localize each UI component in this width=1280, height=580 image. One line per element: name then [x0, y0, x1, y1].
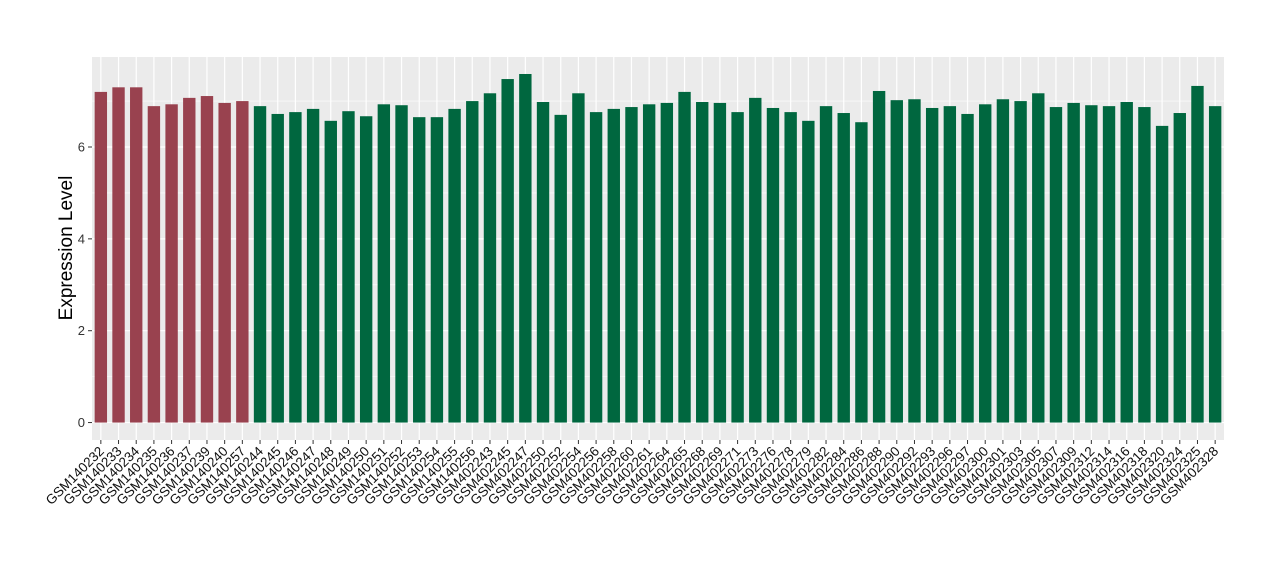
bar-GSM402279 — [802, 120, 815, 423]
bar-GSM402301 — [996, 99, 1010, 423]
bar-GSM402243 — [483, 93, 497, 423]
bar-GSM402286 — [855, 122, 868, 423]
bar-GSM140255 — [448, 108, 461, 423]
bar-GSM140252 — [395, 105, 408, 423]
bar-GSM402252 — [554, 114, 567, 423]
bar-GSM140254 — [430, 117, 444, 423]
y-tick-label: 4 — [78, 231, 85, 246]
bar-GSM402293 — [925, 107, 939, 423]
bar-GSM402307 — [1049, 107, 1063, 423]
bar-GSM402260 — [625, 107, 638, 423]
bar-GSM402320 — [1155, 125, 1169, 423]
bar-GSM402268 — [696, 102, 709, 423]
bar-GSM402261 — [642, 104, 656, 423]
bar-GSM140247 — [306, 108, 320, 423]
y-tick-label: 0 — [78, 415, 85, 430]
bar-GSM140234 — [130, 87, 143, 423]
bar-GSM402290 — [890, 100, 903, 423]
bar-GSM402250 — [536, 102, 550, 423]
bar-GSM402325 — [1191, 85, 1204, 423]
bar-GSM402316 — [1120, 102, 1133, 423]
bar-GSM402256 — [589, 112, 603, 423]
bar-GSM140256 — [466, 101, 479, 423]
bar-GSM140245 — [271, 113, 284, 423]
bar-GSM402324 — [1173, 113, 1186, 423]
bar-GSM140237 — [183, 97, 196, 423]
bar-GSM140239 — [200, 96, 214, 423]
bar-GSM402245 — [501, 79, 514, 423]
bar-GSM402264 — [660, 102, 674, 423]
bar-GSM402305 — [1032, 93, 1045, 423]
bar-GSM402254 — [572, 93, 585, 423]
bar-GSM140232 — [94, 91, 108, 423]
bar-GSM140235 — [147, 106, 161, 423]
bar-GSM402278 — [784, 112, 797, 423]
y-axis: 0 2 4 6 — [78, 140, 92, 430]
bar-GSM402288 — [872, 90, 886, 423]
bar-GSM402309 — [1067, 102, 1080, 423]
bar-GSM140250 — [359, 116, 373, 423]
bar-GSM402303 — [1014, 101, 1027, 423]
bar-GSM402273 — [749, 97, 762, 423]
bar-GSM402258 — [607, 108, 620, 423]
bar-GSM402265 — [678, 91, 691, 423]
y-tick-label: 2 — [78, 323, 85, 338]
bar-GSM402269 — [713, 102, 727, 423]
x-axis: GSM140232GSM140233GSM140234GSM140235GSM1… — [43, 440, 1221, 508]
bar-GSM140240 — [218, 102, 231, 423]
bar-GSM402297 — [961, 113, 974, 423]
bar-GSM402247 — [519, 73, 532, 423]
bar-GSM140246 — [289, 112, 302, 423]
bar-GSM140236 — [165, 104, 178, 423]
bar-GSM402271 — [731, 112, 744, 423]
bar-GSM402292 — [908, 99, 921, 423]
y-axis-label: Expression Level — [56, 176, 77, 321]
bar-GSM402284 — [837, 113, 850, 423]
bar-GSM402296 — [943, 106, 957, 423]
bar-GSM402276 — [766, 107, 780, 423]
bar-GSM140244 — [253, 106, 267, 423]
bar-GSM402300 — [979, 104, 992, 423]
bar-GSM140251 — [377, 104, 391, 423]
bar-GSM140249 — [342, 111, 355, 423]
bars — [94, 73, 1222, 423]
bar-GSM402314 — [1102, 106, 1116, 423]
bar-GSM402318 — [1138, 107, 1151, 423]
bar-GSM402282 — [819, 106, 833, 423]
bar-GSM140233 — [112, 87, 125, 423]
bar-GSM140253 — [413, 117, 426, 423]
bar-GSM140248 — [324, 120, 337, 423]
y-tick-label: 6 — [78, 140, 85, 155]
bar-GSM402328 — [1208, 106, 1222, 423]
bar-GSM140257 — [236, 101, 249, 423]
bar-GSM402312 — [1085, 105, 1098, 423]
